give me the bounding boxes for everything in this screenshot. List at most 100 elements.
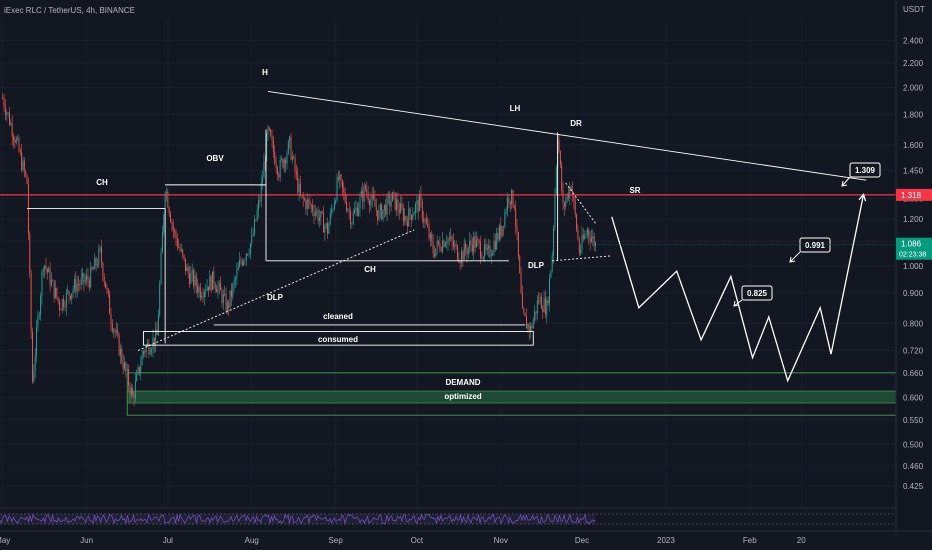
label-sr: SR	[629, 186, 640, 195]
candle-body	[109, 293, 111, 315]
candle-body	[255, 219, 257, 221]
candle-body	[82, 273, 84, 278]
candle-body	[389, 196, 391, 207]
time-tick-label: May	[0, 536, 10, 545]
candle-body	[220, 282, 222, 291]
candle-body	[221, 290, 223, 304]
candle-body	[366, 189, 368, 193]
candle-body	[61, 299, 63, 310]
candle-body	[189, 273, 190, 284]
candle-body	[317, 210, 319, 221]
candle-body	[248, 253, 250, 255]
candle-body	[508, 197, 510, 202]
time-axis[interactable]: May Jun Jul Aug Sep Oct Nov Dec 2023 Feb 20	[0, 530, 932, 545]
candle-body	[84, 279, 86, 283]
candle-body	[498, 225, 500, 240]
candle-body	[272, 140, 274, 152]
candle-body	[260, 182, 262, 202]
candle-body	[195, 275, 197, 287]
candle-body	[225, 293, 227, 311]
price-tick-label: 1.200	[903, 215, 924, 224]
candle-body	[56, 287, 58, 298]
price-axis[interactable]: USDT2.4002.2002.0001.8001.6001.4501.3001…	[895, 0, 932, 550]
candle-body	[168, 207, 170, 214]
candle-body	[191, 270, 193, 274]
candle-body	[132, 388, 134, 396]
candle-body	[25, 170, 27, 176]
candle-body	[404, 216, 406, 222]
candle-body	[240, 260, 242, 262]
candle-body	[106, 288, 108, 290]
candle-body	[96, 264, 98, 266]
candle-body	[481, 257, 483, 259]
candle-body	[463, 243, 465, 260]
candle-body	[455, 244, 457, 246]
candle-body	[313, 211, 315, 216]
candle-body	[329, 212, 331, 224]
candle-body	[57, 297, 59, 302]
candle-body	[11, 123, 13, 137]
candle-body	[308, 199, 310, 202]
candle-body	[249, 243, 251, 254]
candle-body	[197, 286, 199, 293]
price-tick-label: 1.000	[903, 262, 924, 271]
candle-body	[358, 208, 360, 216]
candle-body	[73, 279, 75, 290]
candle-body	[444, 243, 446, 247]
candle-body	[555, 167, 557, 195]
candle-body	[237, 266, 239, 271]
price-tick-label: 2.200	[903, 59, 924, 68]
candle-body	[417, 200, 419, 212]
candle-body	[171, 221, 173, 225]
candle-body	[226, 302, 228, 311]
candle-body	[590, 238, 592, 242]
candle-body	[65, 292, 67, 308]
candle-body	[566, 193, 568, 201]
candle-body	[247, 254, 249, 255]
candle-body	[251, 235, 253, 244]
candle-body	[513, 206, 515, 209]
candle-body	[259, 200, 261, 202]
candle-body	[341, 179, 343, 189]
candle-body	[362, 191, 364, 203]
candle-body	[41, 271, 43, 296]
candle-body	[278, 174, 280, 178]
sr-price-value: 1.318	[901, 191, 922, 200]
candle-body	[3, 98, 5, 108]
candle-body	[492, 252, 494, 256]
candle-body	[377, 210, 379, 220]
candle-body	[283, 159, 285, 168]
price-tick-label: 0.720	[903, 346, 924, 355]
time-tick-label: Sep	[329, 536, 344, 545]
candle-body	[9, 112, 10, 125]
candle-body	[370, 199, 372, 206]
candle-body	[285, 159, 287, 164]
candle-body	[178, 246, 180, 248]
candle-body	[174, 230, 176, 232]
candle-body	[94, 258, 96, 269]
candle-body	[474, 236, 476, 248]
candle-body	[203, 291, 205, 298]
candle-body	[115, 330, 117, 333]
candle-body	[562, 190, 564, 203]
candle-body	[239, 260, 241, 267]
target-0825-box	[741, 285, 773, 301]
candle-body	[482, 256, 484, 259]
candle-body	[475, 239, 477, 248]
time-tick-label: 2023	[657, 536, 675, 545]
candle-body	[298, 184, 300, 193]
target-0991-box	[799, 237, 831, 253]
candle-body	[137, 367, 139, 374]
candle-body	[471, 244, 473, 252]
candle-body	[299, 184, 301, 196]
candle-body	[544, 298, 546, 316]
time-tick-label: 20	[797, 536, 806, 545]
candle-body	[375, 206, 377, 211]
candle-body	[569, 186, 571, 198]
candle-body	[92, 268, 94, 270]
candle-body	[230, 290, 232, 298]
candle-body	[64, 306, 66, 308]
candle-body	[339, 174, 341, 180]
candle-body	[110, 314, 112, 324]
